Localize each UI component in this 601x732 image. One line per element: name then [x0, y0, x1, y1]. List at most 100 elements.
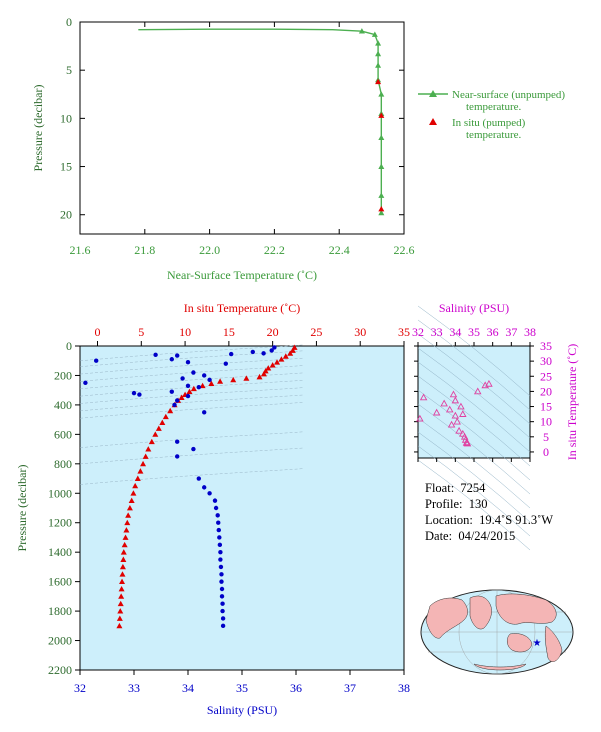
salinity-point [131, 390, 137, 396]
temperature-point [190, 385, 197, 392]
ts-temperature-tick-label: 35 [540, 339, 552, 353]
location-value: 19.4˚S 91.3˚W [479, 513, 554, 527]
ts-point [445, 405, 454, 413]
near-surface-point [371, 31, 378, 37]
salinity-point [94, 358, 99, 363]
temperature-point [123, 527, 130, 533]
salinity-point [218, 564, 224, 570]
location-label: Location: [425, 513, 473, 527]
salinity-point [229, 351, 234, 357]
salinity-tick-label: 38 [398, 681, 410, 695]
ts-point [459, 410, 467, 417]
temperature-tick-label: 15 [223, 325, 235, 339]
ts-density-line [417, 431, 531, 523]
temperature-point [148, 438, 155, 445]
ts-point [449, 390, 458, 398]
salinity-point [215, 513, 220, 518]
pressure-ticks: 0 200 400 600 800 1000 1200 1400 1600 1800 2000 220… [48, 339, 80, 677]
pressure-tick-label: 200 [54, 368, 72, 382]
salinity-point [207, 491, 212, 496]
temperature-point [126, 505, 133, 511]
legend: Near-surface (unpumped) temperature. In … [418, 89, 565, 141]
legend-in-situ-label-2: temperature. [466, 129, 522, 141]
profile-guide-line [79, 379, 305, 397]
salinity-point [217, 535, 222, 540]
salinity-point [196, 385, 201, 390]
salinity-point [269, 348, 274, 353]
salinity-point [175, 454, 180, 459]
salinity-point [219, 594, 225, 599]
salinity-point [223, 361, 228, 366]
salinity-point [185, 393, 191, 399]
profile-guide-line [79, 468, 305, 485]
salinity-point [219, 579, 224, 584]
temperature-point [142, 453, 149, 459]
temperature-point [116, 622, 123, 629]
salinity-tick-label: 34 [182, 681, 194, 695]
near-surface-line [138, 28, 383, 213]
near-surface-point [378, 91, 385, 97]
date-label: Date: [425, 529, 453, 543]
temperature-point [137, 468, 144, 474]
temperature-point [121, 541, 128, 548]
salinity-point [220, 601, 225, 606]
in-situ-point [378, 205, 385, 212]
ts-density-line [417, 445, 531, 537]
salinity-point [185, 383, 191, 388]
temperature-point [119, 571, 126, 577]
temperature-point [125, 512, 132, 518]
salinity-point [83, 380, 88, 386]
in-situ-point [378, 112, 385, 118]
pressure-tick-label: 1400 [48, 545, 72, 559]
temperature-point [116, 615, 123, 621]
pressure-tick-label: 1200 [48, 516, 72, 530]
near-surface-y-tick-label: 0 [66, 15, 72, 29]
salinity-profile [83, 345, 277, 629]
salinity-point [191, 446, 196, 452]
temperature-tick-label: 10 [179, 325, 191, 339]
temperature-tick-label: 25 [310, 325, 322, 339]
ts-point [457, 402, 465, 410]
salinity-tick-label: 35 [236, 681, 248, 695]
near-surface-point [375, 62, 382, 68]
profile-guide-line [79, 447, 305, 465]
world-map: ★ [420, 589, 574, 675]
pressure-tick-label: 2200 [48, 663, 72, 677]
temperature-point [243, 375, 250, 381]
profile-value: 130 [468, 497, 488, 511]
legend-near-surface-label-2: temperature. [466, 101, 522, 113]
temperature-point [118, 593, 125, 599]
salinity-point [169, 357, 174, 362]
ts-density-line [417, 305, 531, 397]
salinity-axis-label: Salinity (PSU) [207, 703, 277, 717]
legend-in-situ-label-1: In situ (pumped) [452, 117, 526, 129]
ts-density-line [417, 459, 531, 551]
near-surface-x-tick-label: 21.8 [134, 243, 155, 257]
temperature-point [134, 475, 141, 481]
temperature-point [118, 586, 125, 592]
ts-density-line [417, 389, 531, 481]
temperature-point [289, 347, 296, 353]
ts-temperature-tick-label: 20 [540, 384, 552, 398]
temperature-point [120, 549, 127, 555]
ts-point [463, 439, 472, 447]
legend-near-surface-marker [429, 90, 437, 97]
profile-guide-line [79, 344, 305, 362]
salinity-point [250, 349, 255, 355]
temperature-point [120, 556, 127, 562]
ts-point [432, 408, 441, 416]
ts-point [485, 379, 493, 387]
near-surface-x-label: Near-Surface Temperature (˚C) [167, 268, 317, 282]
near-surface-point [358, 28, 365, 34]
temperature-point [167, 407, 174, 414]
temperature-point [159, 419, 166, 425]
temperature-point [117, 600, 124, 607]
salinity-point [196, 476, 201, 481]
temperature-point [208, 380, 215, 386]
pressure-tick-label: 1800 [48, 604, 72, 618]
profile-guide-line [79, 394, 305, 412]
temperature-tick-label: 35 [398, 325, 410, 339]
float-row: Float: 7254 [425, 480, 553, 496]
